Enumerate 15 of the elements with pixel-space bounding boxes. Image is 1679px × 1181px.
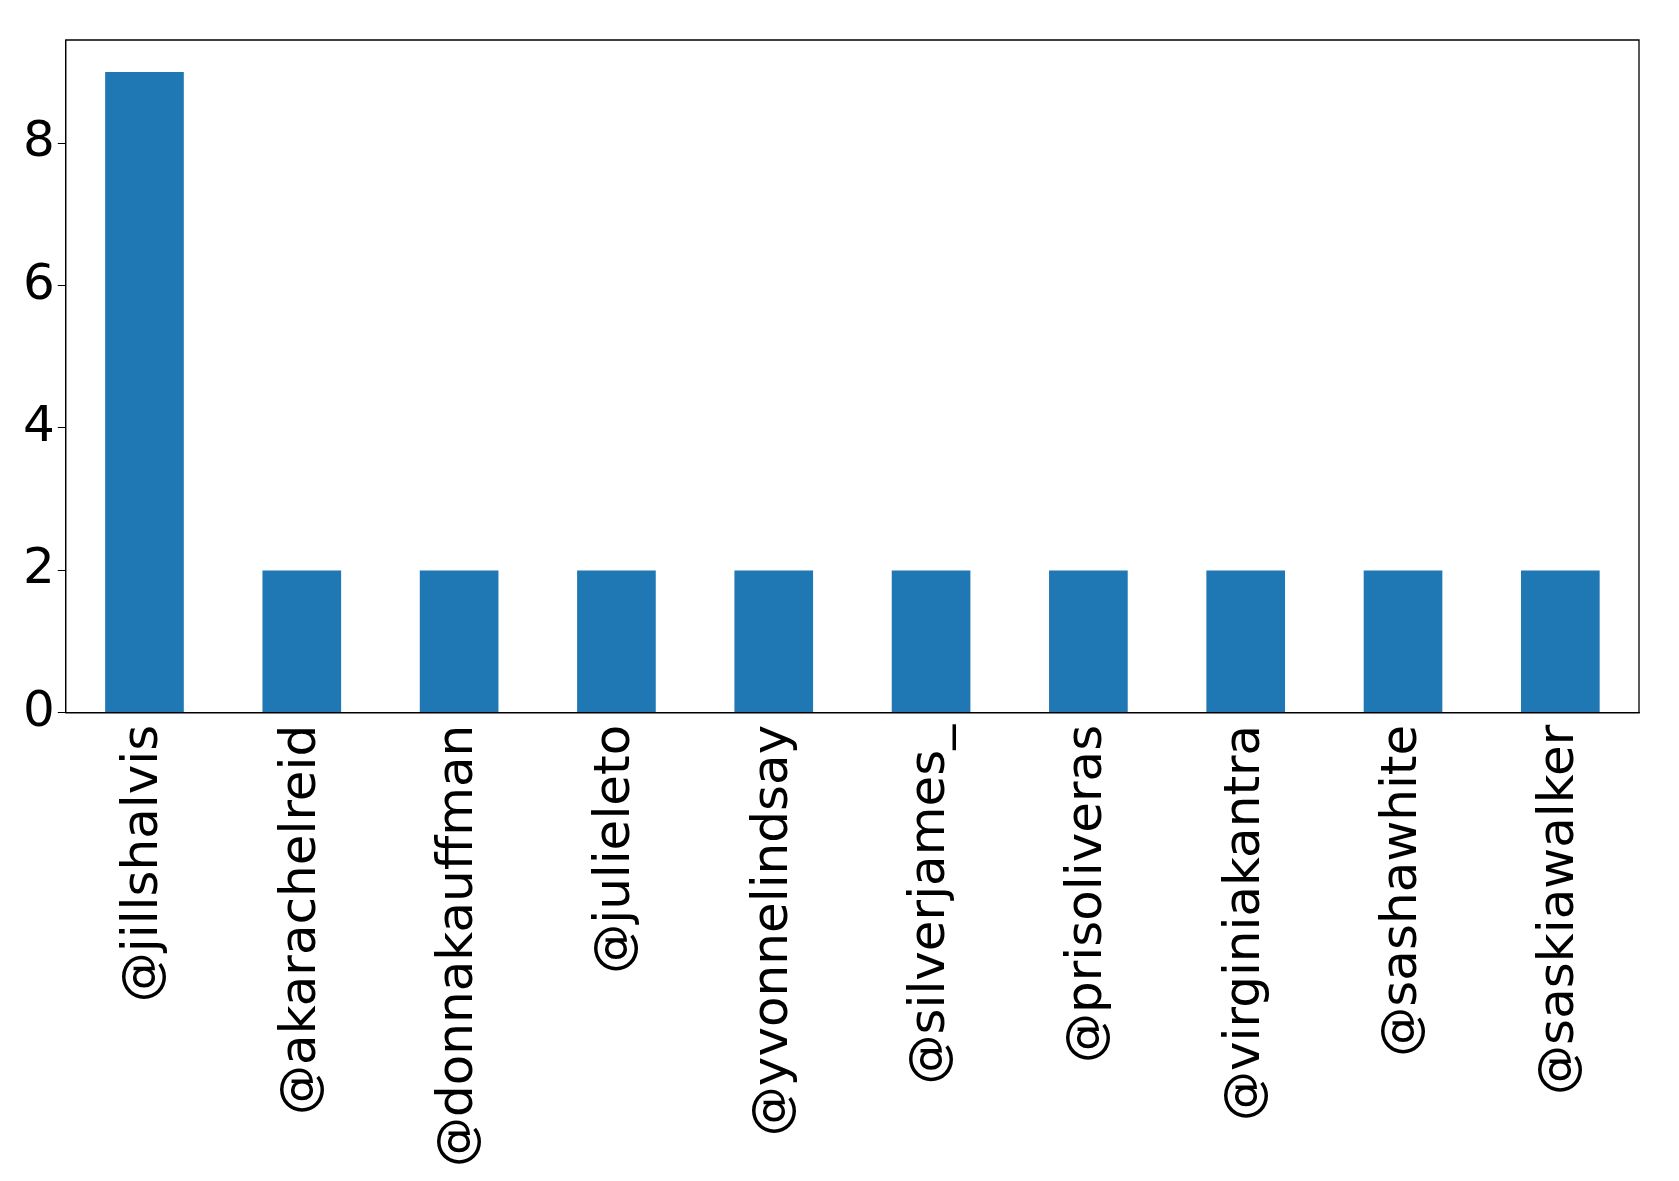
x-tick-label: @sashawhite [1370,724,1429,1057]
y-tick-label: 6 [23,252,55,311]
x-tick-label: @virginiakantra [1212,724,1271,1121]
x-tick-label: @julieleto [583,724,642,974]
x-tick-label: @saskiawalker [1527,724,1586,1095]
x-tick-label: @yvonnelindsay [740,724,799,1137]
x-tick-label: @donnakauffman [426,724,485,1168]
y-tick-label: 2 [23,537,55,596]
y-tick-label: 8 [23,110,55,169]
x-tick-label: @akarachelreid [268,724,327,1115]
y-tick-label: 4 [23,394,55,453]
x-tick-label: @silverjames_ [898,723,957,1085]
y-tick-label: 0 [23,679,55,738]
x-tick-label: @prisoliveras [1055,724,1114,1063]
x-tick-label: @jillshalvis [111,724,170,1003]
